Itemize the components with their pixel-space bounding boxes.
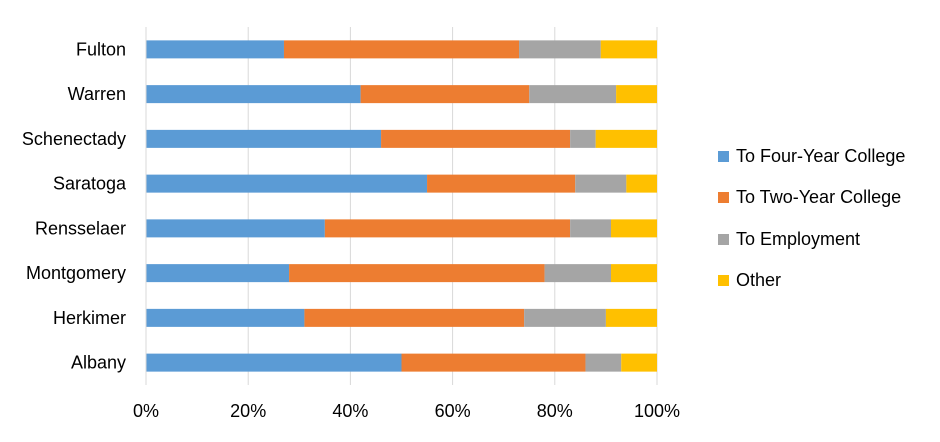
y-tick-label: Schenectady [22, 129, 126, 149]
x-tick-label: 0% [133, 401, 159, 421]
bar-warren-series-1 [146, 85, 361, 104]
bar-rensselaer-series-4 [611, 219, 657, 238]
gridlines [145, 27, 658, 385]
y-tick-label: Albany [71, 353, 126, 373]
bar-montgomery-series-3 [544, 264, 612, 283]
bar-fulton-series-4 [600, 40, 657, 59]
bar-albany-series-4 [621, 353, 657, 372]
bar-schenectady-series-4 [595, 129, 657, 148]
legend-label: To Two-Year College [736, 187, 902, 207]
legend-swatch [718, 233, 729, 245]
bar-montgomery-series-4 [611, 264, 657, 283]
bar-albany-series-1 [146, 353, 402, 372]
bar-saratoga-series-4 [626, 174, 657, 193]
bar-herkimer-series-4 [605, 308, 657, 327]
bar-rensselaer-series-1 [146, 219, 325, 238]
legend-label: To Employment [736, 228, 861, 249]
bar-schenectady-series-2 [381, 129, 571, 148]
legend-label: Other [736, 270, 782, 290]
bar-fulton-series-2 [283, 40, 520, 59]
bar-fulton-series-3 [519, 40, 601, 59]
bar-warren-series-3 [529, 85, 617, 104]
bar-warren-series-4 [616, 85, 657, 104]
bar-schenectady-series-1 [146, 129, 382, 148]
x-tick-label: 60% [435, 401, 471, 421]
bar-rensselaer-series-3 [570, 219, 612, 238]
legend-item: To Four-Year College [718, 146, 905, 166]
x-tick-label: 80% [537, 401, 573, 421]
bar-montgomery-series-1 [146, 264, 290, 283]
bar-albany-series-2 [401, 353, 586, 372]
legend-item: Other [718, 270, 905, 291]
bar-herkimer-series-3 [524, 308, 606, 327]
y-tick-label: Warren [68, 84, 126, 104]
y-tick-label: Fulton [76, 39, 126, 59]
y-tick-label: Montgomery [26, 263, 126, 283]
legend-swatch [718, 192, 729, 203]
x-tick-label: 20% [230, 401, 266, 421]
bar-warren-series-2 [360, 85, 530, 104]
bar-saratoga-series-1 [146, 174, 428, 193]
bar-saratoga-series-2 [427, 174, 576, 193]
bar-saratoga-series-3 [575, 174, 627, 193]
y-tick-label: Herkimer [53, 308, 126, 328]
bar-montgomery-series-2 [289, 264, 545, 283]
bar-schenectady-series-3 [570, 129, 596, 148]
legend-swatch [718, 275, 729, 286]
legend: To Four-Year College To Two-Year College T… [718, 146, 905, 312]
bars [146, 40, 657, 372]
x-tick-label: 100% [634, 401, 680, 421]
y-tick-label: Rensselaer [35, 218, 126, 238]
y-axis: Fulton Warren Schenectady Saratoga Rensselae… [22, 27, 147, 385]
bar-herkimer-series-1 [146, 308, 305, 327]
y-tick-label: Saratoga [53, 174, 127, 194]
bar-fulton-series-1 [146, 40, 284, 59]
x-tick-label: 40% [332, 401, 368, 421]
legend-item: To Two-Year College [718, 187, 905, 208]
legend-label: To Four-Year College [736, 145, 906, 166]
legend-item: To Employment [718, 229, 905, 249]
legend-swatch [718, 150, 729, 162]
bar-albany-series-3 [585, 353, 622, 372]
bar-herkimer-series-2 [304, 308, 525, 327]
x-axis: 0% 20% 40% 60% 80% 100% [133, 401, 680, 421]
bar-rensselaer-series-2 [324, 219, 571, 238]
